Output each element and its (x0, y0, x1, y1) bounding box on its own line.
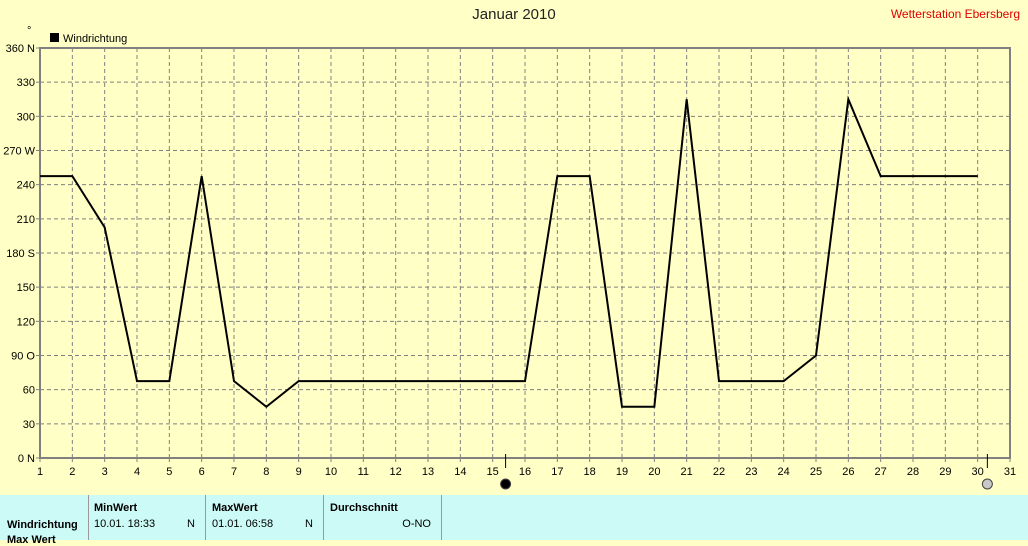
min-header: MinWert (94, 502, 138, 514)
y-tick-label: 90 O (11, 351, 35, 363)
y-tick-label: 300 (17, 111, 35, 123)
stats-panel: Windrichtung Max Wert MinWert 10.01. 18:… (0, 495, 1028, 546)
x-tick-label: 16 (519, 466, 531, 478)
stats-label-column: Windrichtung Max Wert (0, 495, 89, 546)
y-tick-label: 120 (17, 316, 35, 328)
x-tick-label: 24 (778, 466, 790, 478)
max-header: MaxWert (212, 502, 258, 514)
y-tick-label: 0 N (18, 453, 35, 465)
min-unit: N (187, 518, 195, 530)
x-tick-label: 22 (713, 466, 725, 478)
x-tick-label: 3 (102, 466, 108, 478)
x-tick-label: 2 (69, 466, 75, 478)
x-tick-label: 19 (616, 466, 628, 478)
x-tick-label: 23 (745, 466, 757, 478)
y-tick-label: 240 (17, 180, 35, 192)
range-start-handle[interactable] (500, 478, 512, 490)
x-tick-label: 9 (296, 466, 302, 478)
x-tick-label: 14 (454, 466, 466, 478)
x-tick-label: 15 (487, 466, 499, 478)
max-column: MaxWert 01.01. 06:58 N (206, 495, 324, 540)
x-tick-label: 10 (325, 466, 337, 478)
x-tick-label: 1 (37, 466, 43, 478)
min-value: 10.01. 18:33 (94, 518, 156, 530)
x-tick-label: 13 (422, 466, 434, 478)
avg-header: Durchschnitt (330, 502, 398, 514)
x-tick-label: 25 (810, 466, 822, 478)
legend-swatch (50, 33, 59, 42)
x-tick-label: 8 (263, 466, 269, 478)
x-tick-label: 6 (199, 466, 205, 478)
x-tick-label: 17 (551, 466, 563, 478)
x-tick-label: 28 (907, 466, 919, 478)
wind-direction-chart: 1 2 3 4 5 6 7 8 9 10 11 12 13 14 15 16 17 18 19 20 21 22 23 24 2… (3, 25, 1016, 490)
x-tick-label: 31 (1004, 466, 1016, 478)
x-tick-label: 4 (134, 466, 140, 478)
x-tick-label: 20 (648, 466, 660, 478)
x-tick-label: 30 (972, 466, 984, 478)
x-tick-label: 12 (390, 466, 402, 478)
x-tick-label: 5 (166, 466, 172, 478)
station-name: Wetterstation Ebersberg (890, 7, 1020, 21)
y-tick-label: 330 (17, 77, 35, 89)
x-tick-label: 26 (842, 466, 854, 478)
avg-value: O-NO (402, 518, 431, 530)
range-end-handle[interactable] (981, 478, 993, 490)
y-tick-label: 270 W (3, 146, 35, 158)
max-unit: N (305, 518, 313, 530)
row-label: Windrichtung (7, 519, 78, 531)
x-tick-label: 11 (358, 466, 369, 478)
max-value: 01.01. 06:58 (212, 518, 274, 530)
y-tick-label: 30 (23, 419, 35, 431)
x-tick-label: 18 (584, 466, 596, 478)
plot-frame (39, 47, 1011, 459)
min-column: MinWert 10.01. 18:33 N (88, 495, 206, 540)
avg-column: Durchschnitt O-NO (324, 495, 442, 540)
series-line-windrichtung (40, 95, 978, 409)
legend-label: Windrichtung (63, 33, 127, 45)
x-tick-label: 7 (231, 466, 237, 478)
chart-title: Januar 2010 (472, 6, 556, 23)
y-tick-label: 180 S (6, 248, 35, 260)
y-tick-label: 60 (23, 385, 35, 397)
row-label-2: Max Wert (7, 534, 56, 546)
y-axis-unit: ° (27, 25, 31, 37)
y-tick-label: 210 (17, 214, 35, 226)
y-tick-label: 360 N (6, 43, 35, 55)
x-tick-label: 21 (681, 466, 693, 478)
x-tick-label: 29 (939, 466, 951, 478)
y-tick-label: 150 (17, 282, 35, 294)
x-tick-label: 27 (875, 466, 887, 478)
